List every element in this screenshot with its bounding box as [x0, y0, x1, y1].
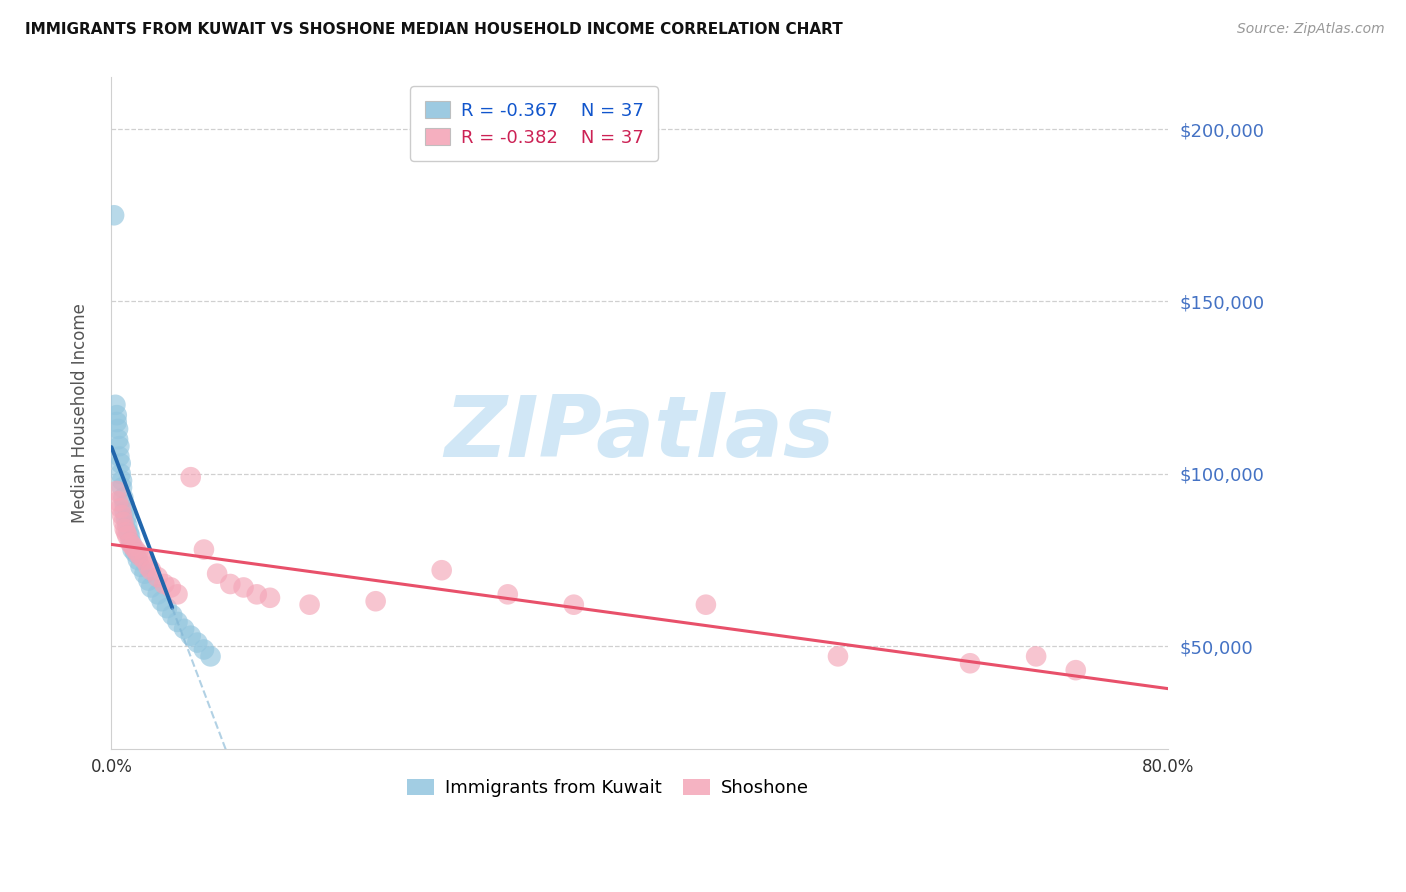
Point [105, 415, 128, 429]
Point [121, 542, 143, 557]
Point [107, 432, 129, 446]
Point [124, 546, 146, 560]
Point [160, 607, 183, 622]
Point [129, 549, 152, 564]
Point [105, 483, 128, 498]
Point [153, 577, 176, 591]
Point [120, 535, 142, 549]
Point [562, 598, 585, 612]
Point [118, 535, 141, 549]
Point [134, 566, 156, 581]
Point [114, 505, 136, 519]
Point [103, 208, 125, 222]
Point [232, 581, 254, 595]
Point [108, 439, 131, 453]
Point [695, 598, 717, 612]
Point [180, 629, 202, 643]
Point [166, 615, 188, 629]
Point [150, 594, 173, 608]
Point [146, 587, 169, 601]
Point [124, 542, 146, 557]
Point [160, 581, 183, 595]
Point [121, 539, 143, 553]
Point [110, 501, 132, 516]
Point [959, 657, 981, 671]
Point [1025, 649, 1047, 664]
Point [104, 398, 127, 412]
Point [134, 553, 156, 567]
Point [200, 649, 222, 664]
Point [166, 587, 188, 601]
Point [105, 408, 128, 422]
Point [114, 522, 136, 536]
Point [219, 577, 242, 591]
Y-axis label: Median Household Income: Median Household Income [72, 303, 89, 524]
Point [205, 566, 228, 581]
Point [139, 581, 162, 595]
Point [193, 542, 215, 557]
Legend: Immigrants from Kuwait, Shoshone: Immigrants from Kuwait, Shoshone [399, 772, 817, 805]
Point [186, 635, 208, 649]
Point [129, 559, 152, 574]
Point [110, 457, 132, 471]
Point [827, 649, 849, 664]
Point [110, 467, 132, 481]
Point [107, 494, 129, 508]
Point [146, 570, 169, 584]
Point [173, 622, 195, 636]
Point [115, 511, 138, 525]
Point [138, 559, 160, 574]
Point [118, 529, 141, 543]
Point [1064, 663, 1087, 677]
Point [156, 601, 179, 615]
Point [430, 563, 453, 577]
Text: ZIPatlas: ZIPatlas [444, 392, 835, 475]
Point [259, 591, 281, 605]
Point [298, 598, 321, 612]
Point [111, 474, 134, 488]
Point [108, 450, 131, 464]
Point [246, 587, 269, 601]
Point [138, 574, 160, 588]
Text: IMMIGRANTS FROM KUWAIT VS SHOSHONE MEDIAN HOUSEHOLD INCOME CORRELATION CHART: IMMIGRANTS FROM KUWAIT VS SHOSHONE MEDIA… [25, 22, 844, 37]
Point [112, 515, 135, 529]
Point [117, 518, 139, 533]
Text: Source: ZipAtlas.com: Source: ZipAtlas.com [1237, 22, 1385, 37]
Point [139, 563, 162, 577]
Point [127, 553, 149, 567]
Point [112, 491, 135, 505]
Point [127, 546, 149, 560]
Point [496, 587, 519, 601]
Point [364, 594, 387, 608]
Point [107, 422, 129, 436]
Point [111, 481, 134, 495]
Point [115, 525, 138, 540]
Point [111, 508, 134, 522]
Point [117, 529, 139, 543]
Point [193, 642, 215, 657]
Point [180, 470, 202, 484]
Point [114, 498, 136, 512]
Point [117, 525, 139, 540]
